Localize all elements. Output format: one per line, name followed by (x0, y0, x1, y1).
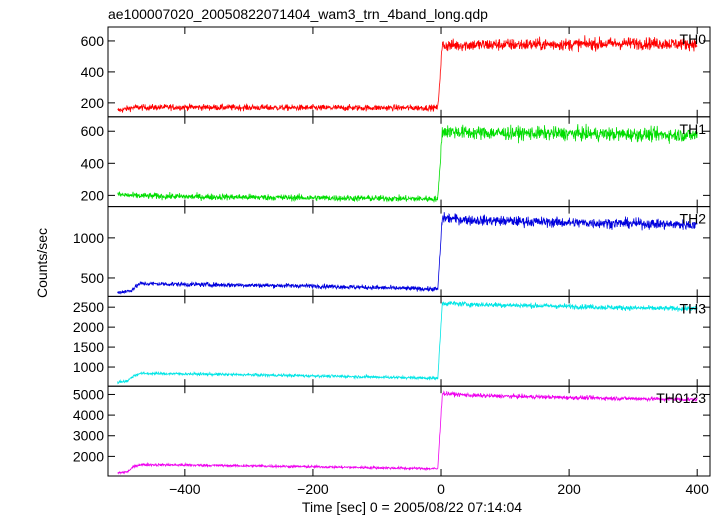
y-tick-label: 400 (81, 64, 105, 80)
panel-label-th0123: TH0123 (656, 390, 706, 406)
panel-frame (107, 26, 711, 118)
y-tick-label: 3000 (73, 428, 104, 444)
y-tick-label: 2000 (73, 448, 104, 464)
panel-th3: 1000 1500 2000 2500 TH3 (73, 295, 711, 387)
y-tick-label: 600 (81, 123, 105, 139)
y-tick-label: 1000 (73, 230, 104, 246)
panel-th1: 200 400 600 TH1 (81, 116, 711, 208)
series-th2-line (117, 212, 698, 295)
panel-frame (107, 385, 711, 477)
y-tick-label: 1500 (73, 339, 104, 355)
x-tick-label: 200 (557, 481, 581, 497)
series-th3-line (117, 300, 698, 385)
panel-th2: 500 1000 TH2 (73, 206, 711, 297)
panel-th0123: 2000 3000 4000 5000 TH0123 (73, 385, 711, 477)
y-tick-label: 200 (81, 95, 105, 111)
series-th0-line (117, 35, 698, 114)
y-tick-label: 1000 (73, 359, 104, 375)
x-tick-label: 400 (686, 481, 710, 497)
x-tick-label: −400 (169, 481, 201, 497)
series-th0123-line (117, 390, 698, 475)
chart-title: ae100007020_20050822071404_wam3_trn_4ban… (108, 6, 488, 22)
x-tick-label: 0 (437, 481, 445, 497)
panel-label-th0: TH0 (680, 31, 707, 47)
y-tick-label: 200 (81, 187, 105, 203)
panel-frame (107, 206, 711, 297)
x-tick-labels: −400 −200 0 200 400 (169, 481, 709, 497)
y-tick-label: 4000 (73, 407, 104, 423)
y-tick-label: 600 (81, 33, 105, 49)
y-axis-label: Counts/sec (34, 228, 50, 298)
series-th1-line (117, 123, 698, 203)
panels: 200 400 600 TH0 200 400 600 TH1 500 1000 TH2 1000 15… (73, 26, 711, 477)
y-tick-label: 2000 (73, 319, 104, 335)
panel-th0: 200 400 600 TH0 (81, 26, 711, 118)
y-tick-label: 400 (81, 155, 105, 171)
panel-label-th1: TH1 (680, 121, 707, 137)
panel-label-th3: TH3 (680, 300, 707, 316)
y-tick-label: 2500 (73, 299, 104, 315)
y-tick-label: 500 (81, 270, 105, 286)
panel-label-th2: TH2 (680, 211, 707, 227)
x-tick-label: −200 (297, 481, 329, 497)
x-axis-label: Time [sec] 0 = 2005/08/22 07:14:04 (302, 499, 522, 515)
y-tick-label: 5000 (73, 386, 104, 402)
